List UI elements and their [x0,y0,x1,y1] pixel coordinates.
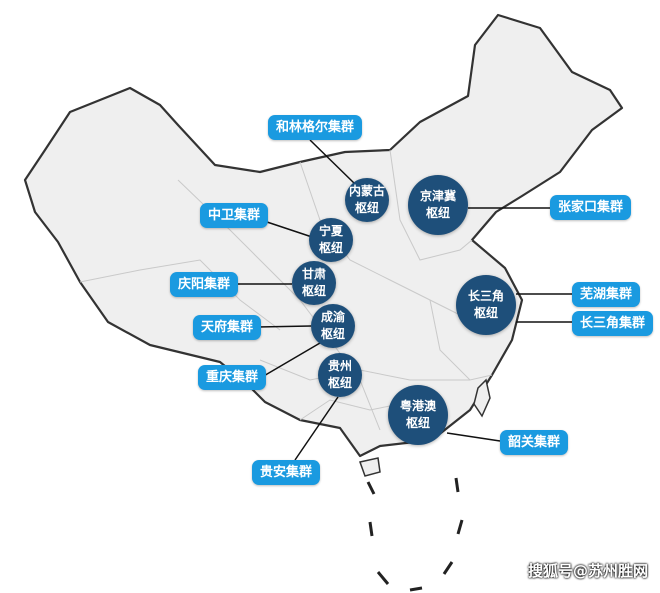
hub-jingjinji: 京津冀枢纽 [408,175,468,235]
hub-yangtze-delta: 长三角枢纽 [456,275,516,335]
hub-label: 粤港澳枢纽 [399,399,436,430]
hub-label: 长三角枢纽 [467,289,504,320]
hub-guizhou: 贵州枢纽 [318,353,362,397]
hainan-island [359,457,381,477]
hub-label: 成渝枢纽 [320,310,345,341]
hub-label: 贵州枢纽 [327,359,352,390]
hub-label: 内蒙古枢纽 [348,184,385,215]
cluster-shaoguan: 韶关集群 [500,430,569,455]
hub-ningxia: 宁夏枢纽 [309,218,353,262]
nine-dash-line [366,477,464,592]
cluster-wuhu: 芜湖集群 [572,282,641,307]
watermark: 搜狐号@苏州胜网 [527,562,648,580]
cluster-yangtze-delta: 长三角集群 [572,311,654,336]
cluster-qingyang: 庆阳集群 [170,272,239,297]
cluster-zhongwei: 中卫集群 [200,203,269,228]
cluster-zhangjiakou: 张家口集群 [550,195,632,220]
cluster-helingeer: 和林格尔集群 [268,115,363,140]
taiwan-island [473,378,491,418]
hub-guangdong-hk-macao: 粤港澳枢纽 [388,385,448,445]
cluster-guian: 贵安集群 [252,460,321,485]
hub-label: 甘肃枢纽 [301,267,326,298]
hub-inner-mongolia: 内蒙古枢纽 [345,178,389,222]
hub-chengyu: 成渝枢纽 [311,304,355,348]
hub-gansu: 甘肃枢纽 [292,261,336,305]
hub-label: 京津冀枢纽 [419,189,456,220]
cluster-chongqing: 重庆集群 [198,365,267,390]
cluster-tianfu: 天府集群 [193,315,262,340]
hub-label: 宁夏枢纽 [318,224,343,255]
